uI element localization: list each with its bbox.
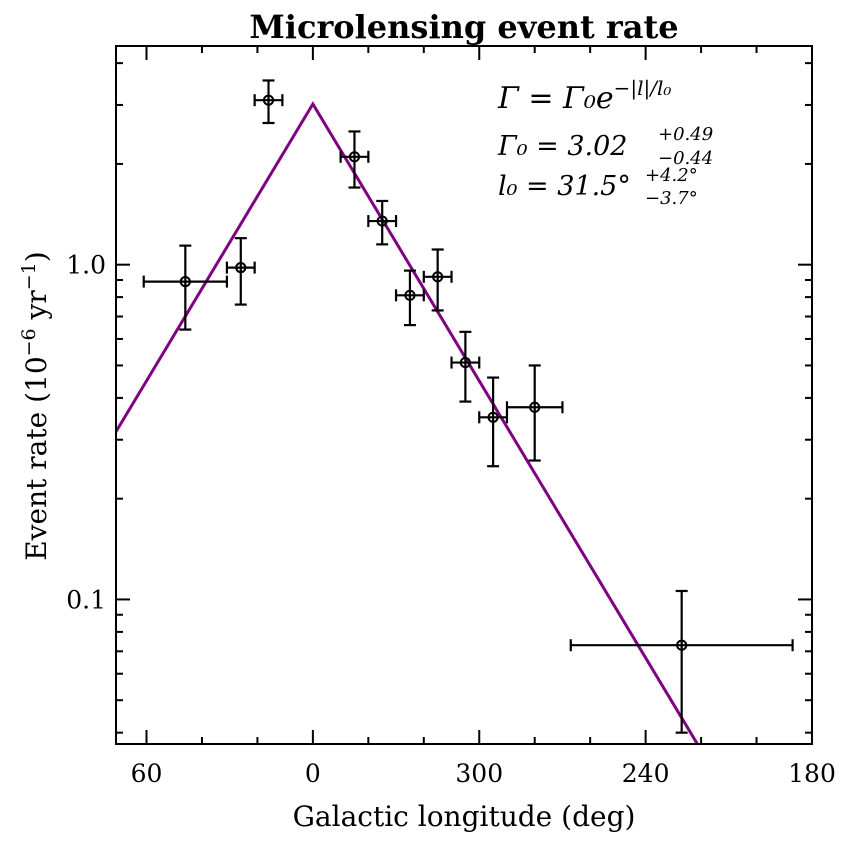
data-point-10 [569,589,794,734]
marker [235,262,247,274]
marker [432,271,444,283]
x-tick-label: 300 [455,759,503,788]
data-point-2 [253,79,284,125]
x-tick-label: 60 [131,759,163,788]
y-tick-label: 1.0 [66,251,106,280]
marker-dot [463,361,467,365]
marker [376,215,388,227]
x-tick-label: 180 [788,759,836,788]
tick-labels-group: 60 0 300 240 180 0.1 1.0 [66,251,836,788]
marker-dot [267,98,271,102]
fit-l0: l₀ = 31.5° [498,171,631,202]
fit-gamma0-err-minus: −0.44 [658,148,713,169]
ticks-group [116,46,813,744]
data-point-1 [225,237,256,306]
y-tick-label: 0.1 [66,585,106,614]
marker-dot [352,155,356,159]
data-point-4 [367,199,398,246]
marker-dot [436,275,440,279]
fit-line [114,101,699,745]
marker [459,356,471,369]
marker [676,639,688,651]
x-tick-label: 0 [305,759,321,788]
marker-dot [680,643,684,647]
marker-dot [239,266,243,270]
plot-frame [115,45,813,745]
y-axis-label: Event rate (10−6 yr−1) [18,251,53,560]
marker [404,289,416,301]
marker-dot [183,280,187,284]
marker-dot [491,415,495,419]
x-axis-label: Galactic longitude (deg) [293,800,636,833]
data-point-7 [450,330,481,403]
data-point-6 [422,248,453,312]
fit-gamma0: Γ₀ = 3.02 [497,131,627,162]
data-point-9 [505,364,564,462]
marker [529,401,541,413]
marker-dot [408,293,412,297]
data-point-3 [339,130,370,189]
marker-dot [533,405,537,409]
marker [487,411,499,423]
data-point-5 [394,269,425,327]
marker [262,94,275,106]
marker [179,276,191,288]
fit-l0-err-minus: −3.7° [645,188,698,209]
fit-annotation: Γ = Γ₀e−|l|/l₀ Γ₀ = 3.02 +0.49 −0.44 l₀ … [497,76,713,209]
marker-dot [380,219,384,223]
x-tick-label: 240 [622,759,670,788]
data-point-8 [478,376,509,468]
fit-formula: Γ = Γ₀e−|l|/l₀ [497,76,671,116]
fit-gamma0-err-plus: +0.49 [658,124,713,145]
fit-curve-group [114,101,699,745]
data-point-0 [142,244,229,331]
data-points-group [142,79,794,734]
marker [348,151,361,163]
fit-l0-err-plus: +4.2° [645,165,698,186]
chart-title: Microlensing event rate [249,8,678,46]
